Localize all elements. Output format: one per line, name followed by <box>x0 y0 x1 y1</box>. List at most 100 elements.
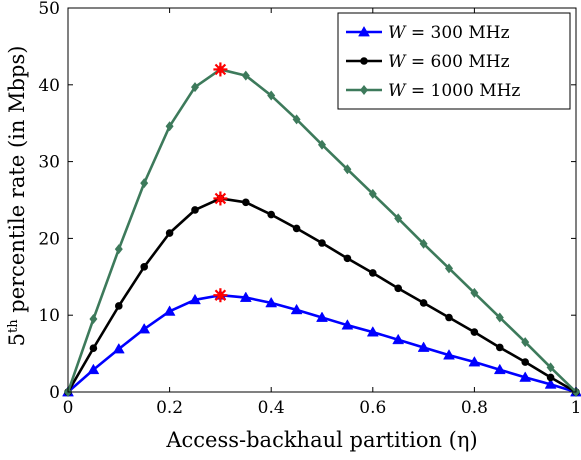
data-point <box>419 238 428 249</box>
legend-label: W = 1000 MHz <box>388 81 520 101</box>
data-point <box>394 284 403 293</box>
data-point <box>392 333 405 345</box>
data-point <box>445 263 453 274</box>
peak-star-stroke <box>214 289 227 301</box>
data-point <box>239 291 252 302</box>
y-tick-label: 0 <box>49 383 60 403</box>
data-point <box>140 178 149 189</box>
data-point <box>493 363 506 375</box>
data-point <box>290 303 303 315</box>
y-axis-title-rest: percentile rate (in Mbps) <box>5 46 29 320</box>
y-tick-label: 50 <box>38 0 60 19</box>
legend-label-var: W <box>388 81 407 101</box>
data-point <box>419 299 428 307</box>
peak-layer <box>213 62 228 303</box>
y-tick-label: 30 <box>38 153 60 173</box>
data-point <box>443 349 455 360</box>
legend-marker <box>360 57 368 65</box>
data-point <box>242 198 250 207</box>
peak-star-marker <box>213 62 228 77</box>
data-point <box>114 244 123 255</box>
data-point <box>519 371 532 382</box>
y-tick-label: 10 <box>38 306 60 326</box>
data-point <box>138 323 151 334</box>
x-tick-label: 1 <box>571 398 581 418</box>
data-point <box>341 319 354 330</box>
data-point <box>112 342 125 354</box>
legend-label-rest: = 600 MHz <box>405 52 509 72</box>
legend-marker <box>360 85 368 95</box>
data-point <box>89 314 98 325</box>
data-point <box>445 313 453 322</box>
data-point <box>241 70 250 81</box>
data-point <box>165 121 174 132</box>
y-tick-label: 20 <box>38 229 60 249</box>
peak-star-stroke <box>214 192 227 205</box>
data-point <box>267 90 276 101</box>
legend-label-rest: = 1000 MHz <box>405 81 520 101</box>
x-tick-label: 0.2 <box>156 398 183 418</box>
data-point <box>191 206 199 214</box>
data-point <box>366 326 379 337</box>
data-point <box>140 263 148 271</box>
x-tick-label: 0 <box>63 398 74 418</box>
data-point <box>495 312 504 323</box>
data-point <box>165 229 174 237</box>
x-tick-label: 0.6 <box>359 398 386 418</box>
x-axis-title: Access-backhaul partition (η) <box>165 428 477 452</box>
data-point <box>316 311 328 322</box>
data-point <box>163 305 176 316</box>
data-point <box>265 296 278 308</box>
data-point <box>521 337 530 348</box>
legend-item-1: W = 600 MHz <box>346 52 510 72</box>
data-point <box>189 293 201 305</box>
data-point <box>470 287 479 298</box>
data-point <box>267 210 276 219</box>
peak-star-marker <box>213 288 228 303</box>
legend-label: W = 600 MHz <box>388 52 510 72</box>
data-point <box>521 358 529 366</box>
x-tick-label: 0.4 <box>258 398 285 418</box>
axes-layer <box>67 7 577 393</box>
y-axis-title-sup: th <box>6 319 21 333</box>
x-tick-label: 0.8 <box>461 398 488 418</box>
data-point <box>546 362 555 373</box>
legend-label-var: W <box>388 23 407 43</box>
data-point <box>369 269 377 277</box>
data-point <box>496 343 504 352</box>
y-axis-title-base: 5 <box>5 333 29 346</box>
legend-marker <box>358 25 370 37</box>
legend-label-var: W <box>388 52 407 72</box>
data-point <box>468 356 481 367</box>
y-tick-label: 40 <box>38 76 60 96</box>
peak-star-stroke <box>214 63 227 76</box>
legend-item-2: W = 1000 MHz <box>346 81 520 101</box>
data-point <box>318 139 326 150</box>
legend-label-rest: = 300 MHz <box>405 23 509 43</box>
series-layer <box>62 64 581 397</box>
y-axis-title: 5th percentile rate (in Mbps) <box>5 46 29 347</box>
series-1 <box>64 194 580 396</box>
data-point <box>292 114 301 125</box>
data-point <box>343 254 352 263</box>
data-point <box>544 378 557 389</box>
series-2 <box>64 64 580 397</box>
data-point <box>318 239 326 247</box>
data-point <box>343 164 352 175</box>
data-point <box>89 344 98 353</box>
data-point <box>368 188 377 199</box>
data-point <box>417 341 430 352</box>
legend-item-0: W = 300 MHz <box>346 23 510 43</box>
data-point <box>87 363 100 375</box>
data-point <box>191 82 199 93</box>
peak-star-marker <box>213 191 228 206</box>
axes-frame <box>67 7 577 393</box>
data-point <box>292 224 301 233</box>
legend-label: W = 300 MHz <box>388 23 510 43</box>
data-point <box>470 328 479 336</box>
data-point <box>546 373 555 382</box>
data-point <box>115 302 123 310</box>
